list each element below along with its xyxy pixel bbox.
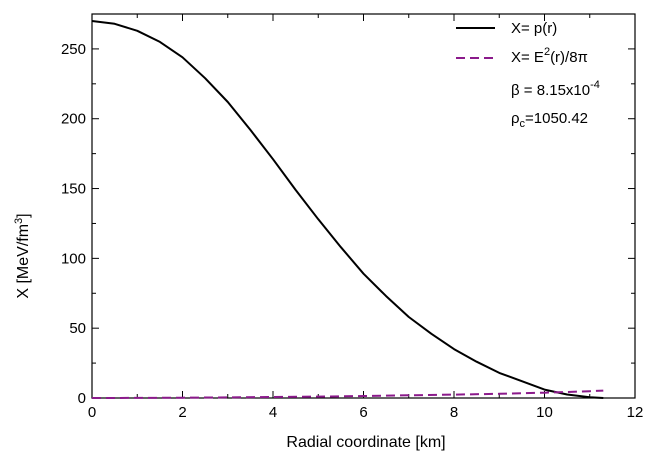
x-tick-label: 4	[269, 404, 277, 421]
y-tick-label: 100	[61, 250, 86, 267]
series-line-pressure	[91, 20, 604, 399]
x-tick-label: 0	[88, 404, 96, 421]
x-tick-label: 6	[359, 404, 367, 421]
x-tick-label: 2	[178, 404, 186, 421]
y-tick-label: 200	[61, 111, 86, 128]
annotation-rho: ρc=1050.42	[511, 110, 588, 130]
x-tick-label: 8	[450, 404, 458, 421]
y-tick-label: 50	[69, 320, 86, 337]
x-tick-label: 12	[627, 404, 644, 421]
plot-area	[91, 13, 636, 399]
annotation-beta: β = 8.15x10-4	[511, 79, 600, 99]
x-axis-title: Radial coordinate [km]	[286, 434, 445, 451]
y-tick-label: 0	[78, 390, 86, 407]
y-tick-label: 250	[61, 41, 86, 58]
series-line-efield	[91, 389, 604, 399]
series-layer	[91, 20, 604, 399]
plot-frame	[91, 13, 636, 399]
legend-label-efield: X= E2(r)/8π	[511, 46, 588, 66]
x-tick-label: 10	[536, 404, 553, 421]
legend: X= p(r) X= E2(r)/8π β = 8.15x10-4 ρc=105…	[456, 20, 600, 130]
y-axis-title: X [MeV/fm3]	[13, 213, 32, 298]
y-tick-label: 150	[61, 181, 86, 198]
legend-label-pressure: X= p(r)	[511, 20, 557, 37]
axes: 0 2 4 6 8 10 12 0 50 100 150 200 250	[61, 13, 644, 421]
